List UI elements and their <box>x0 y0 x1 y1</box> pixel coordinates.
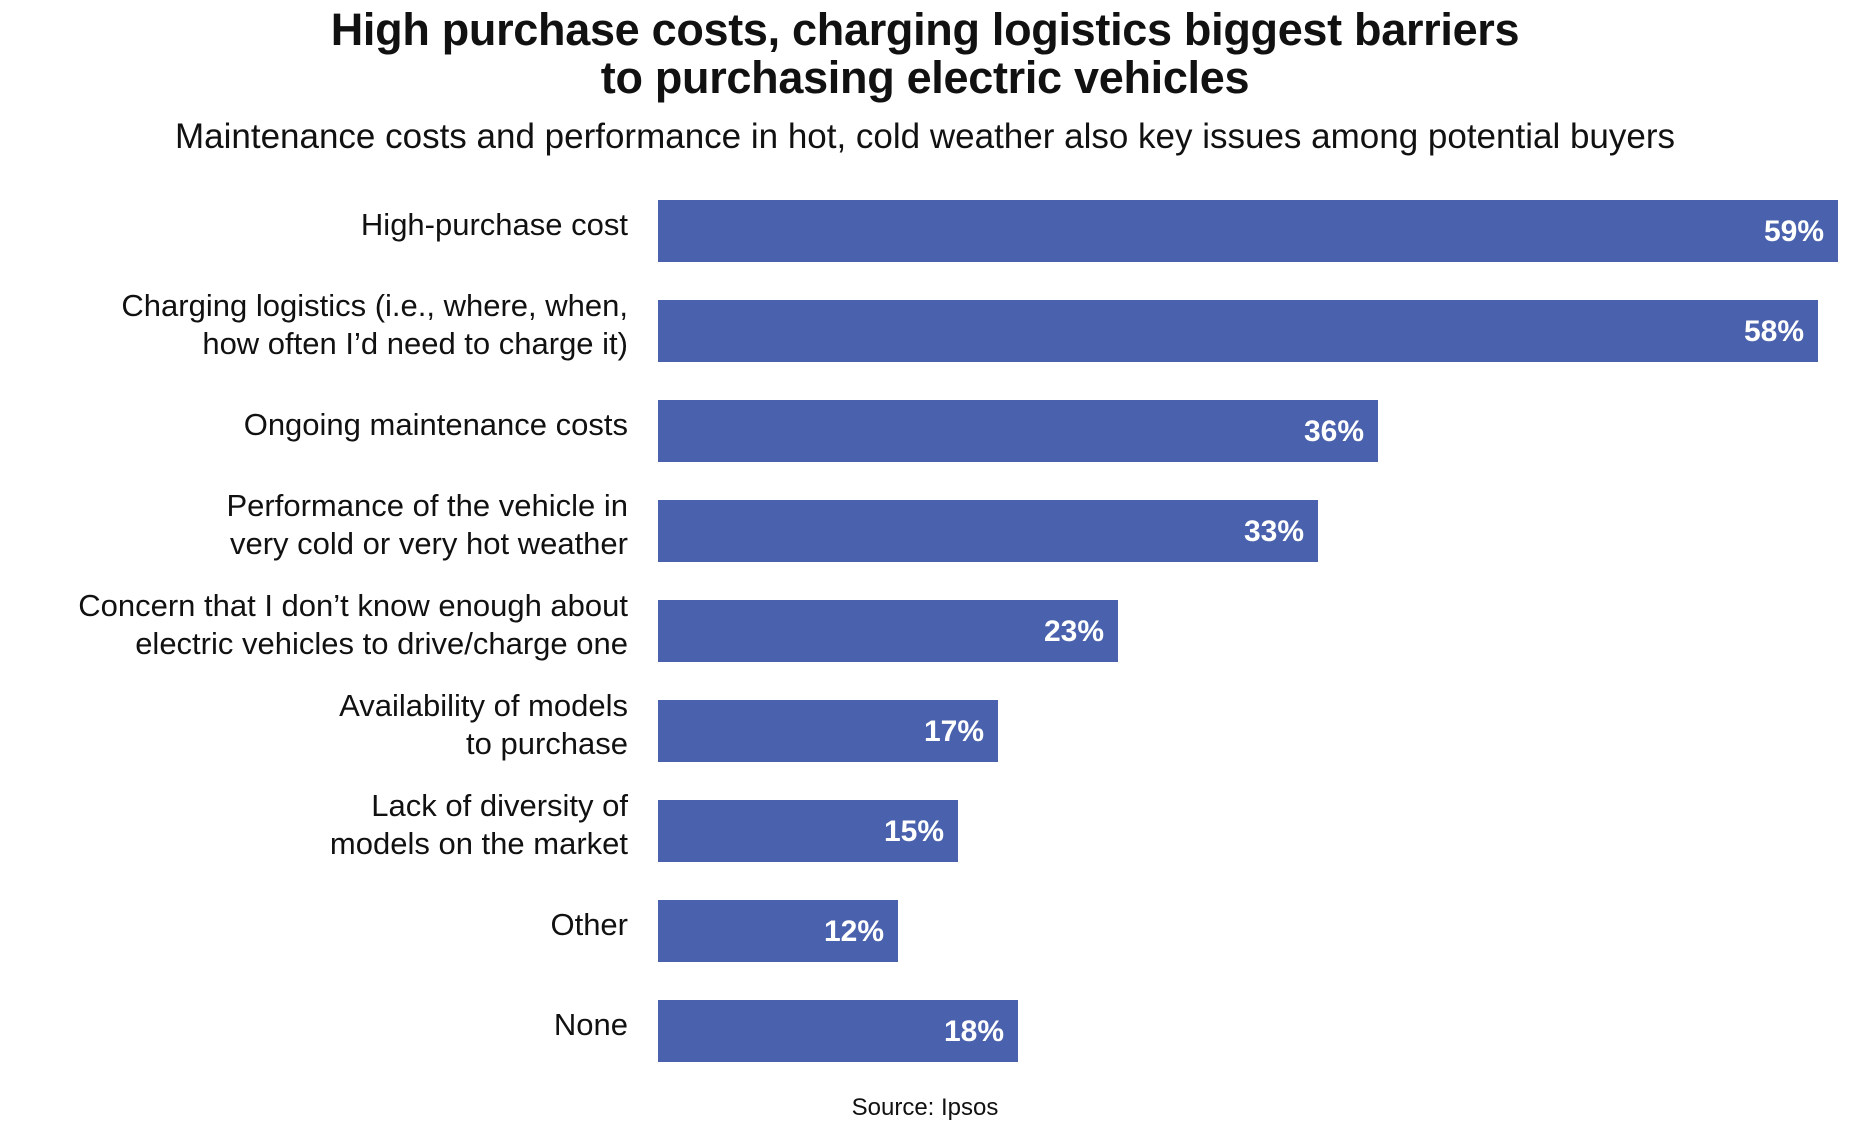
bar-row: Ongoing maintenance costs 36% <box>0 400 1850 462</box>
category-label: Availability of models to purchase <box>0 688 628 761</box>
bar-value-label: 36% <box>1303 415 1364 448</box>
category-label: Lack of diversity of models on the market <box>0 788 628 861</box>
bar-value-label: 12% <box>823 915 884 948</box>
bar: 58% <box>658 300 1818 362</box>
bar: 15% <box>658 800 958 862</box>
bar: 23% <box>658 600 1118 662</box>
bar-value-label: 15% <box>883 815 944 848</box>
category-label: Performance of the vehicle in very cold o… <box>0 488 629 561</box>
category-label-line: Ongoing maintenance costs <box>243 407 628 442</box>
bar: 36% <box>658 400 1378 462</box>
category-label: Ongoing maintenance costs <box>0 394 628 456</box>
chart-title-line-2: to purchasing electric vehicles <box>600 52 1250 103</box>
category-label-line: None <box>553 1007 628 1042</box>
bar-value-label: 59% <box>1763 215 1824 248</box>
bar-value-label: 58% <box>1743 315 1804 348</box>
category-label-line: Lack of diversity of <box>371 788 628 823</box>
category-label-line: models on the market <box>329 826 628 861</box>
bar-row: Charging logistics (i.e., where, when, ho… <box>0 288 1850 362</box>
category-label: None <box>0 994 628 1056</box>
bar-row: Performance of the vehicle in very cold o… <box>0 488 1850 562</box>
category-label-line: Charging logistics (i.e., where, when, <box>121 288 628 323</box>
chart-title-line-1: High purchase costs, charging logistics … <box>330 4 1520 55</box>
chart-subtitle: Maintenance costs and performance in hot… <box>174 117 1675 156</box>
category-label: High-purchase cost <box>0 194 628 256</box>
bar-value-label: 33% <box>1243 515 1304 548</box>
category-label-line: Performance of the vehicle in <box>226 488 629 523</box>
category-label-line: very cold or very hot weather <box>229 526 628 561</box>
category-label-line: Other <box>550 907 628 942</box>
category-label-line: to purchase <box>466 726 628 761</box>
category-label: Concern that I don’t know enough about el… <box>0 588 628 661</box>
category-label: Other <box>0 894 628 956</box>
bar: 33% <box>658 500 1318 562</box>
bar-row: Concern that I don’t know enough about el… <box>0 588 1850 662</box>
bar-row: Availability of models to purchase 17% <box>0 688 1850 762</box>
bar-row: Lack of diversity of models on the market… <box>0 788 1850 862</box>
bar-row: Other 12% <box>0 900 1850 962</box>
category-label-line: electric vehicles to drive/charge one <box>135 626 628 661</box>
category-label-line: Concern that I don’t know enough about <box>78 588 628 623</box>
bar: 17% <box>658 700 998 762</box>
category-label-line: High-purchase cost <box>360 207 628 242</box>
bar-row: None 18% <box>0 1000 1850 1062</box>
bar-value-label: 23% <box>1043 615 1104 648</box>
category-label-line: Availability of models <box>339 688 628 723</box>
category-label: Charging logistics (i.e., where, when, ho… <box>0 288 628 361</box>
source-note: Source: Ipsos <box>851 1094 999 1121</box>
bar-value-label: 17% <box>923 715 984 748</box>
chart-title: High purchase costs, charging logistics … <box>0 6 1850 102</box>
bar: 59% <box>658 200 1838 262</box>
category-label-line: how often I’d need to charge it) <box>202 326 628 361</box>
bar: 12% <box>658 900 898 962</box>
bar: 18% <box>658 1000 1018 1062</box>
bar-value-label: 18% <box>943 1015 1004 1048</box>
bar-row: High-purchase cost 59% <box>0 200 1850 262</box>
